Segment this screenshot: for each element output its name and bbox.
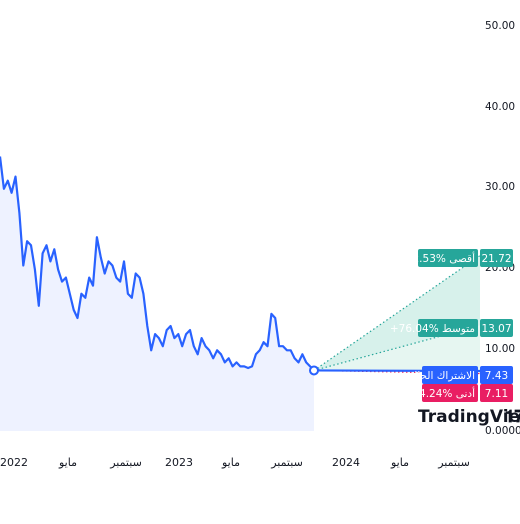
forecast-high-value: 21.72	[481, 253, 511, 265]
forecast-low-value: 7.11	[485, 388, 508, 400]
y-tick-label: 10.00	[485, 343, 515, 355]
forecast-fan-lower	[314, 325, 480, 374]
forecast-low-label: -4.24% أدنى	[415, 386, 475, 400]
forecast-current-value-box	[480, 366, 513, 384]
forecast-average-label-box	[418, 319, 478, 337]
x-tick-label: 2023	[165, 456, 193, 469]
x-tick-label: سبتمبر	[270, 456, 303, 469]
forecast-average-value: 13.07	[481, 323, 511, 335]
price-area	[0, 156, 314, 431]
x-tick-label: 2022	[0, 456, 28, 469]
forecast-low-value-box	[480, 384, 513, 402]
x-tick-label: سبتمبر	[437, 456, 470, 469]
tradingview-watermark: TradingView	[418, 407, 520, 427]
forecast-high-line	[313, 255, 481, 371]
forecast-current-value: 7.43	[485, 370, 508, 382]
forecast-high-label: +192.53% أقصى	[390, 251, 475, 265]
x-tick-label: 2024	[332, 456, 360, 469]
forecast-fan-upper	[314, 255, 480, 371]
forecast-current-label-box	[422, 366, 478, 384]
forecast-high-label-box	[418, 249, 478, 267]
x-tick-label: مايو	[221, 456, 240, 469]
price-line	[0, 156, 315, 372]
forecast-low-label-box	[422, 384, 478, 402]
forecast-average-label: +76.04% متوسط	[390, 323, 475, 335]
y-tick-label: 40.00	[485, 101, 515, 113]
forecast-average-value-box	[480, 319, 513, 337]
x-tick-label: مايو	[390, 456, 409, 469]
forecast-high-value-box	[480, 249, 513, 267]
y-tick-label: 0.0000	[485, 425, 520, 437]
last-price-point	[309, 365, 319, 376]
tradingview-logo-icon: 𝟏𝟕	[505, 407, 520, 427]
y-tick-label: 50.00	[485, 20, 515, 32]
x-tick-label: سبتمبر	[109, 456, 142, 469]
forecast-average-line	[313, 324, 481, 372]
forecast-current-label: الاشتراك الحالي	[405, 370, 475, 382]
y-tick-label: 30.00	[485, 181, 515, 193]
x-tick-label: مايو	[58, 456, 77, 469]
